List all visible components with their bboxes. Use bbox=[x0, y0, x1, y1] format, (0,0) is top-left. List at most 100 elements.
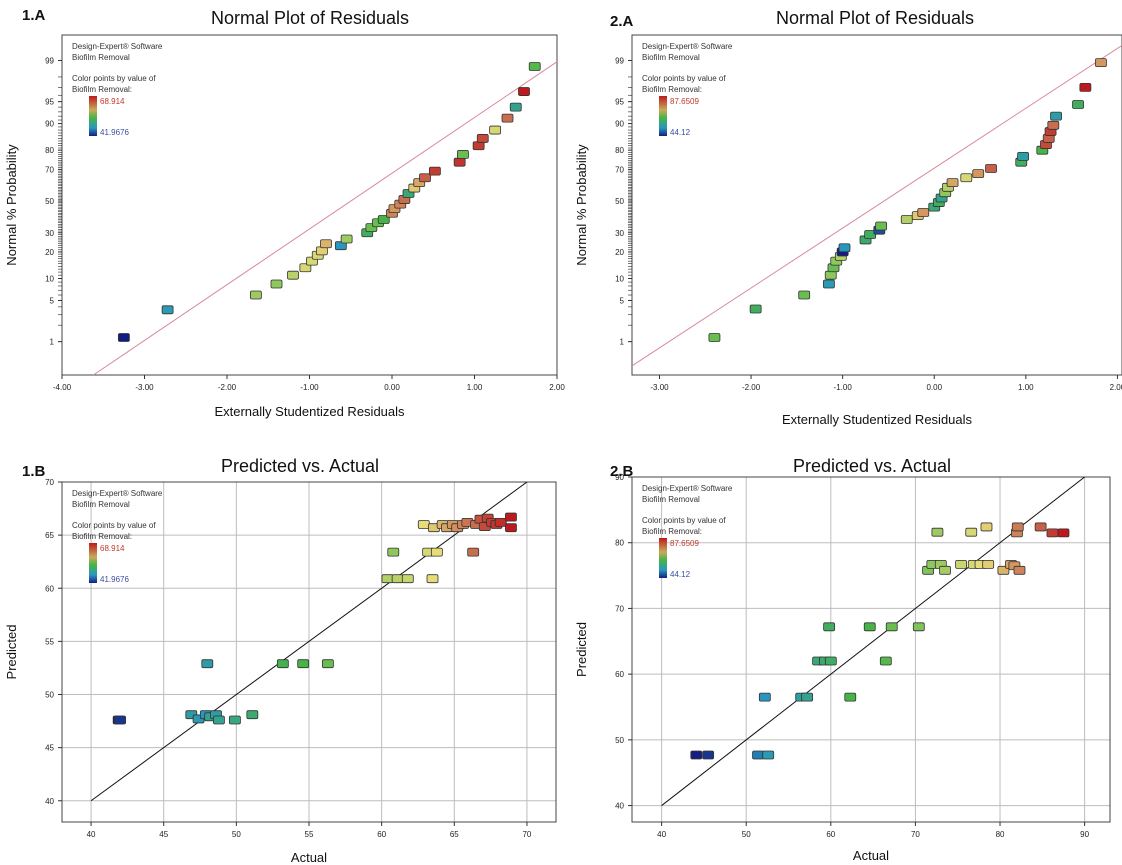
data-point bbox=[946, 178, 959, 187]
data-point bbox=[528, 62, 541, 71]
x-tick-label: -4.00 bbox=[53, 383, 72, 392]
color-var-label: Biofilm Removal: bbox=[642, 527, 702, 536]
color-scale-max: 68.914 bbox=[100, 97, 125, 106]
y-tick-label: 90 bbox=[615, 473, 624, 482]
data-point bbox=[985, 164, 997, 173]
y-tick-label: 65 bbox=[45, 531, 54, 540]
data-point bbox=[912, 622, 925, 632]
x-tick-label: -3.00 bbox=[135, 383, 154, 392]
data-point bbox=[965, 527, 978, 537]
data-point bbox=[1013, 565, 1026, 575]
y-tick-label: 40 bbox=[45, 797, 54, 806]
data-point bbox=[972, 169, 985, 179]
data-point bbox=[960, 173, 973, 183]
y-tick-label: 1 bbox=[620, 338, 625, 347]
data-point bbox=[752, 750, 764, 760]
y-tick-label: 80 bbox=[45, 146, 54, 155]
data-point bbox=[430, 547, 443, 557]
x-axis-label: Actual bbox=[291, 850, 327, 865]
data-point bbox=[457, 149, 469, 159]
software-label: Design-Expert® Software bbox=[72, 42, 163, 51]
response-label: Biofilm Removal bbox=[642, 495, 700, 504]
x-tick-label: 90 bbox=[1080, 830, 1089, 839]
y-tick-label: 70 bbox=[615, 165, 624, 174]
y-tick-label: 20 bbox=[45, 248, 54, 257]
data-point bbox=[467, 547, 480, 557]
y-tick-label: 99 bbox=[45, 56, 54, 65]
color-scale-min: 44.12 bbox=[670, 128, 691, 137]
x-axis-label: Externally Studentized Residuals bbox=[214, 404, 405, 419]
color-scale-max: 68.914 bbox=[100, 544, 125, 553]
y-tick-label: 50 bbox=[45, 197, 54, 206]
data-point bbox=[489, 125, 502, 135]
panel-1a: -4.00 -3.00 -2.00 -1.00 0.00 1.00 2.00 1 5 10 20 30… bbox=[4, 7, 565, 419]
y-tick-label: 90 bbox=[615, 120, 624, 129]
data-point bbox=[426, 574, 439, 584]
data-point bbox=[931, 527, 944, 537]
data-point bbox=[708, 333, 721, 342]
data-point bbox=[982, 560, 995, 569]
y-tick-label: 30 bbox=[45, 229, 54, 238]
data-point bbox=[1050, 111, 1062, 121]
data-point bbox=[1079, 82, 1092, 92]
panel-2a: -3.00 -2.00 -1.00 0.00 1.00 2.00 1 5 10 20 30 50 70 8… bbox=[574, 8, 1122, 427]
y-tick-label: 55 bbox=[45, 637, 54, 646]
y-tick-label: 70 bbox=[615, 604, 624, 613]
data-point bbox=[428, 166, 441, 176]
data-point bbox=[844, 692, 857, 702]
y-tick-label: 5 bbox=[50, 296, 55, 305]
y-tick-label: 60 bbox=[615, 670, 624, 679]
x-tick-label: 2.00 bbox=[1110, 383, 1122, 392]
data-point bbox=[823, 622, 836, 632]
data-point bbox=[391, 574, 404, 584]
x-tick-label: 1.00 bbox=[467, 383, 483, 392]
data-point bbox=[509, 102, 522, 112]
y-tick-label: 1 bbox=[50, 338, 55, 347]
x-tick-label: 2.00 bbox=[549, 383, 565, 392]
data-point bbox=[297, 659, 310, 669]
y-axis-label: Normal % Probability bbox=[574, 144, 589, 266]
x-tick-label: 40 bbox=[87, 830, 96, 839]
data-point bbox=[246, 710, 259, 720]
panel-label: 1.B bbox=[22, 463, 46, 480]
data-point bbox=[823, 279, 835, 289]
data-point bbox=[201, 659, 214, 669]
response-label: Biofilm Removal bbox=[72, 500, 130, 509]
y-tick-label: 60 bbox=[45, 584, 54, 593]
reference-line bbox=[93, 61, 557, 375]
data-point bbox=[213, 715, 225, 725]
y-axis-label: Predicted bbox=[574, 622, 589, 677]
panel-label: 2.A bbox=[610, 13, 634, 30]
y-tick-label: 50 bbox=[615, 736, 624, 745]
data-point bbox=[702, 750, 715, 760]
data-point bbox=[505, 523, 517, 533]
y-tick-label: 95 bbox=[615, 98, 624, 107]
data-point bbox=[401, 574, 414, 584]
x-axis-label: Actual bbox=[853, 848, 889, 863]
x-tick-label: 60 bbox=[826, 830, 835, 839]
color-var-label: Biofilm Removal: bbox=[72, 532, 132, 541]
y-tick-label: 70 bbox=[45, 478, 54, 487]
x-tick-label: 0.00 bbox=[384, 383, 400, 392]
data-point bbox=[1047, 120, 1060, 130]
data-point bbox=[417, 520, 430, 529]
software-label: Design-Expert® Software bbox=[642, 42, 733, 51]
panel-1b: 40 45 50 55 60 65 70 40 45 50 55 60 65 70 Design-Exper… bbox=[4, 456, 557, 865]
y-tick-label: 5 bbox=[620, 296, 625, 305]
data-point bbox=[161, 305, 174, 315]
x-tick-label: 1.00 bbox=[1018, 383, 1034, 392]
color-var-label: Biofilm Removal: bbox=[642, 85, 702, 94]
data-point bbox=[955, 560, 968, 569]
y-tick-label: 40 bbox=[615, 802, 624, 811]
data-point bbox=[453, 157, 466, 167]
data-point bbox=[758, 692, 771, 702]
data-point bbox=[518, 87, 530, 96]
data-point bbox=[1017, 152, 1029, 161]
data-point bbox=[900, 215, 913, 224]
y-tick-label: 90 bbox=[45, 120, 54, 129]
y-tick-label: 20 bbox=[615, 248, 624, 257]
y-tick-label: 30 bbox=[615, 229, 624, 238]
data-point bbox=[762, 750, 775, 760]
data-point bbox=[863, 622, 876, 632]
